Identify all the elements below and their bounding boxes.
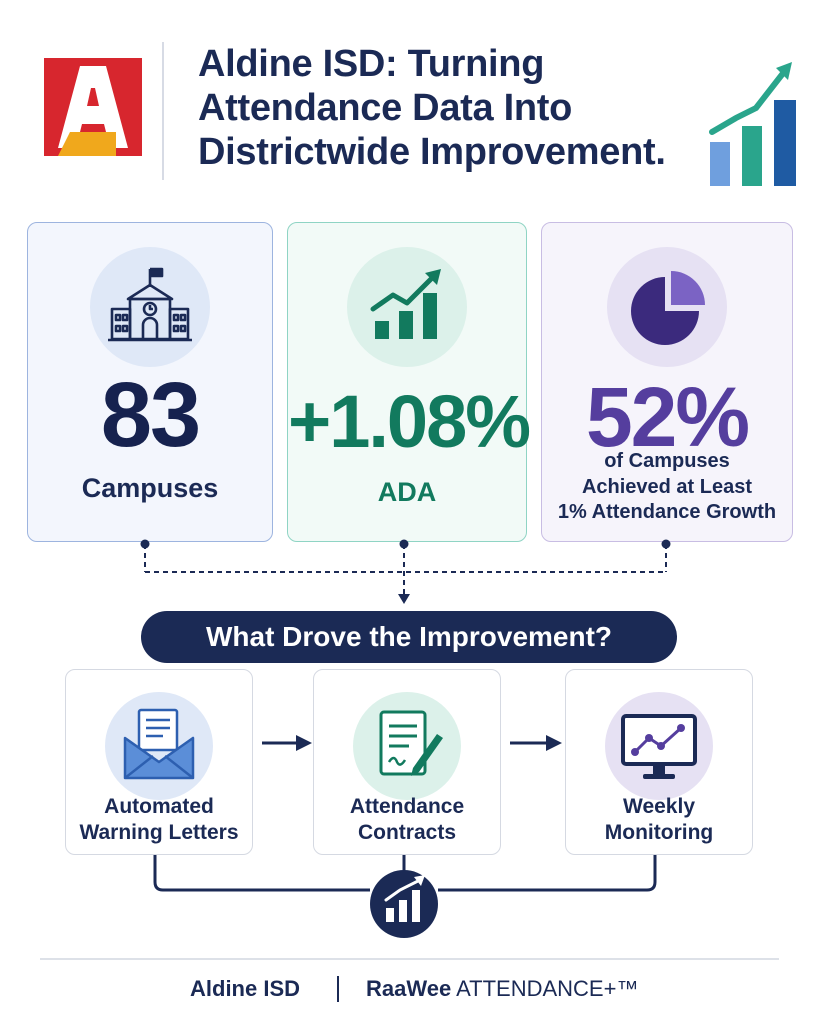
header-divider (162, 42, 164, 180)
title-line: Attendance Data Into (198, 87, 573, 130)
envelope-icon-badge (105, 692, 213, 800)
footer-brand: RaaWee (366, 976, 452, 1001)
school-building-icon (108, 267, 192, 342)
title-line: Districtwide Improvement. (198, 131, 666, 174)
driver-card-attendance-contracts: Attendance Contracts (313, 669, 501, 855)
stat-value-campuses: 83 (100, 364, 201, 466)
trend-bars-icon (370, 269, 441, 339)
stat-label-campuses: Campuses (81, 473, 219, 503)
stat-label-growth: of Campuses Achieved at Least 1% Attenda… (542, 449, 792, 526)
footer-product: ATTENDANCE+™ (451, 976, 639, 1001)
driver-label-attendance-contracts: Attendance Contracts (314, 794, 500, 847)
improvement-banner: What Drove the Improvement? (141, 611, 677, 663)
page-title: Aldine ISD: Turning Attendance Data Into… (198, 42, 698, 174)
footer-divider (40, 958, 779, 960)
stat-card-ada: +1.08% ADA (287, 222, 531, 542)
monitor-chart-icon (621, 714, 697, 779)
driver-label-weekly-monitoring: Weekly Monitoring (566, 794, 752, 847)
stat-label-ada: ADA (377, 477, 437, 507)
stat-card-growth: 52% of Campuses Achieved at Least 1% Att… (541, 222, 793, 542)
stat-label-line: Achieved at Least (581, 475, 753, 498)
school-icon-badge (90, 247, 210, 367)
stat-label-line: 1% Attendance Growth (557, 501, 777, 524)
driver-label-line: Automated (104, 795, 214, 818)
growth-chart-icon (709, 62, 796, 186)
driver-label-line: Attendance (349, 795, 465, 818)
driver-flow-lines (153, 735, 657, 938)
envelope-letter-icon (123, 708, 195, 780)
monitor-icon-badge (605, 692, 713, 800)
aldine-logo (44, 58, 142, 156)
contract-icon-badge (353, 692, 461, 800)
pie-chart-icon (631, 271, 705, 345)
driver-card-warning-letters: Automated Warning Letters (65, 669, 253, 855)
driver-card-weekly-monitoring: Weekly Monitoring (565, 669, 753, 855)
stat-card-campuses: 83 Campuses (27, 222, 273, 542)
stat-value-growth: 52% (585, 370, 750, 464)
title-line: Aldine ISD: Turning (198, 43, 545, 85)
contract-pen-icon (379, 710, 443, 776)
pie-icon-badge (607, 247, 727, 367)
driver-label-line: Contracts (357, 821, 457, 845)
footer-district-name: Aldine ISD (190, 976, 301, 1001)
footer-product-name: RaaWee ATTENDANCE+™ (366, 976, 638, 1002)
driver-label-warning-letters: Automated Warning Letters (66, 794, 252, 847)
bar-growth-icon (384, 875, 425, 922)
footer-separator (337, 976, 339, 1002)
trend-icon-badge (347, 247, 467, 367)
driver-label-line: Weekly (623, 795, 695, 818)
driver-label-line: Warning Letters (79, 821, 239, 845)
stat-value-ada: +1.08% (288, 380, 531, 463)
driver-label-line: Monitoring (604, 821, 714, 845)
stat-label-line: of Campuses (604, 450, 730, 472)
stats-connector-lines (140, 539, 671, 604)
